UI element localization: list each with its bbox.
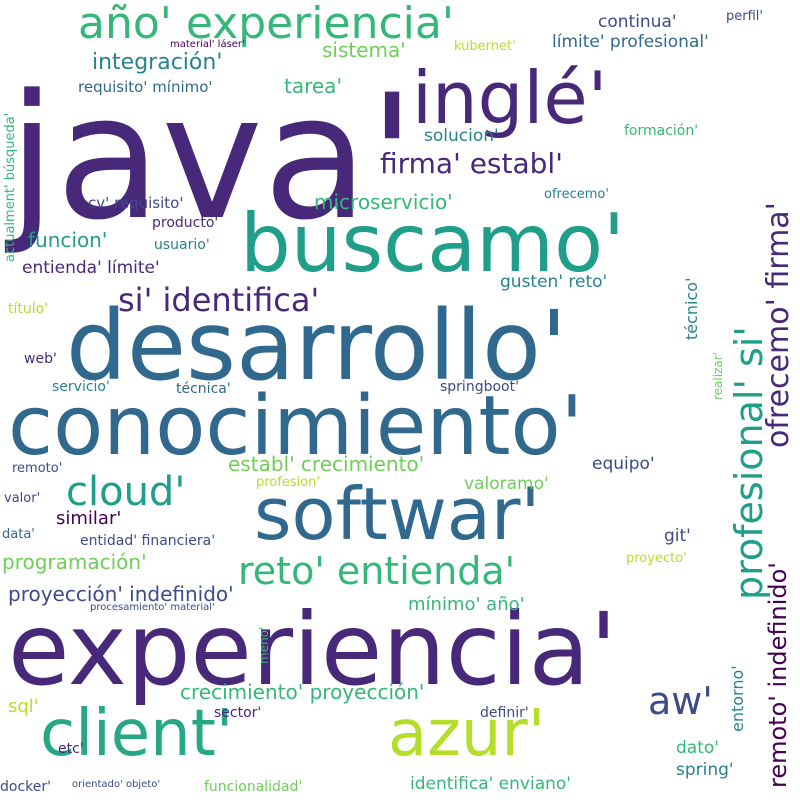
word-microservicio: microservicio': [314, 190, 453, 214]
word-realizar: realizar': [711, 352, 725, 400]
word-profesion: profesion': [256, 475, 320, 490]
word-tecnica: técnica': [176, 381, 231, 397]
word-cloud: cloud': [66, 469, 186, 515]
word-firma-establ: firma' establ': [380, 147, 563, 180]
word-aw: aw': [648, 679, 713, 723]
word-entidad-financiera: entidad' financiera': [80, 533, 216, 549]
word-definir: definir': [480, 705, 529, 721]
word-azur: azur': [388, 697, 546, 771]
word-limite-profesional: límite' profesional': [552, 32, 709, 52]
word-programacion: programación': [2, 550, 147, 574]
word-establ-crecimiento: establ' crecimiento': [228, 452, 425, 476]
word-buscamo: buscamo': [240, 197, 626, 290]
word-tecnico: técnico': [682, 277, 701, 340]
word-continua: continua': [598, 12, 677, 32]
word-entienda-limite: entienda' límite': [22, 258, 160, 278]
word-sql: sql': [8, 696, 39, 717]
word-data: data': [2, 527, 35, 542]
word-conocimiento: conocimiento': [8, 379, 584, 474]
word-kubernet: kubernet': [454, 39, 516, 54]
word-springboot: springboot': [440, 379, 519, 395]
word-proyeccion-indefinido: proyección' indefinido': [8, 582, 234, 606]
word-java: java': [8, 57, 416, 258]
word-crecimiento-proyeccion: crecimiento' proyección': [180, 680, 425, 704]
word-entorno: entorno': [728, 665, 747, 732]
word-perfil: perfil': [726, 9, 763, 24]
word-reto-entienda: reto' entienda': [238, 549, 516, 593]
word-actualment-busqueda: actualment' búsqueda': [3, 112, 18, 262]
word-requisito-minimo: requisito' mínimo': [78, 78, 213, 96]
word-sistema: sistema': [322, 38, 406, 62]
word-tarea: tarea': [284, 74, 342, 98]
word-solucion: solucion': [424, 126, 499, 146]
word-meno: meno': [257, 626, 271, 664]
word-cv-requisito: cv' requisito': [88, 194, 184, 212]
word-ingle: inglé': [412, 56, 608, 140]
word-desarrollo: desarrollo': [66, 290, 568, 402]
word-equipo: equipo': [592, 454, 655, 474]
word-client: client': [40, 697, 234, 771]
word-orientado-objeto: orientado' objeto': [72, 779, 161, 790]
word-material-laser: material' láser': [170, 39, 245, 50]
word-identifica-enviano: identifica' enviano': [410, 774, 571, 794]
word-servicio: servicio': [52, 379, 110, 395]
word-funcionalidad: funcionalidad': [204, 779, 303, 795]
word-experiencia: experiencia': [8, 591, 618, 708]
word-gusten-reto: gusten' reto': [500, 272, 608, 292]
word-etc: etc': [58, 741, 84, 757]
word-ano-experiencia: año' experiencia': [78, 0, 454, 49]
word-si-identifica: si' identifica': [118, 281, 320, 319]
word-minimo-ano: mínimo' año': [408, 594, 525, 615]
word-remoto-indefinido: remoto' indefinido': [764, 562, 792, 788]
word-git: git': [664, 526, 691, 546]
word-valor: valor': [4, 491, 41, 506]
word-usuario: usuario': [154, 237, 210, 253]
word-ofrecemo-firma: ofrecemo' firma': [761, 202, 796, 448]
word-funcion: funcion': [28, 228, 108, 252]
word-spring: spring': [676, 760, 734, 780]
word-softwar: softwar': [254, 472, 541, 556]
word-formacion: formación': [624, 123, 699, 139]
word-dato: dato': [676, 738, 719, 758]
word-ofrecemo: ofrecemo': [544, 187, 609, 202]
word-similar: similar': [56, 508, 122, 529]
word-integracion: integración': [92, 50, 223, 75]
word-titulo: título': [8, 301, 49, 317]
word-proyecto: proyecto': [626, 551, 687, 566]
word-web: web': [24, 351, 57, 367]
word-sector: sector': [214, 705, 262, 721]
word-procesamiento-material: procesamiento' material': [90, 602, 215, 613]
word-producto: producto': [152, 215, 219, 231]
word-valoramo: valoramo': [464, 474, 549, 494]
word-remoto: remoto': [12, 461, 63, 476]
word-docker: docker': [0, 779, 51, 795]
